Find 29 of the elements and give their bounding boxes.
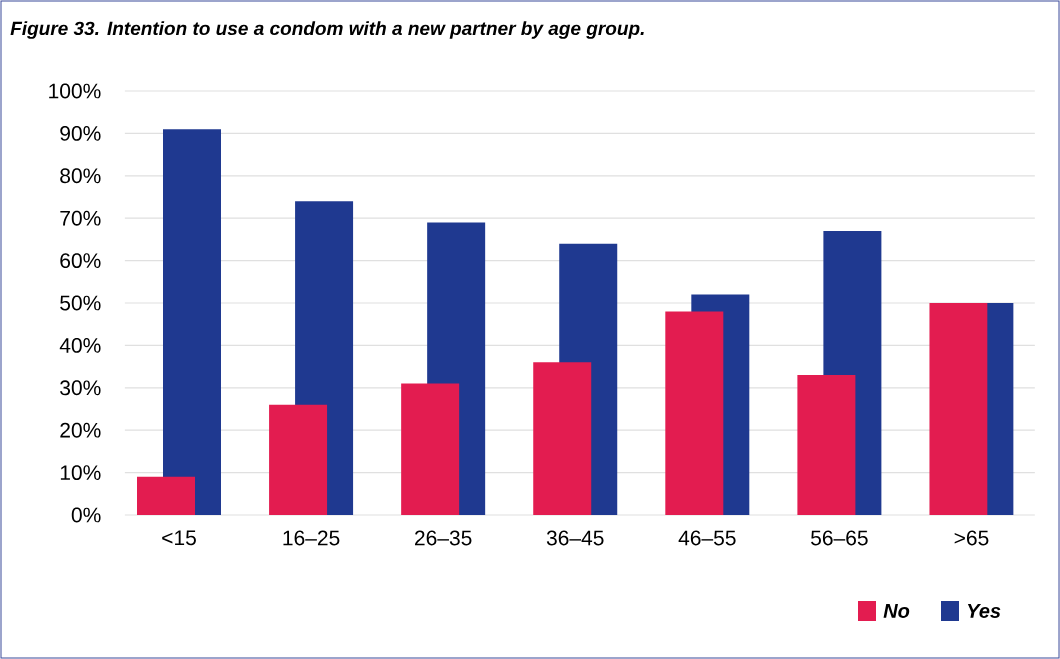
bar [401, 383, 460, 515]
y-tick-label: 30% [60, 380, 101, 396]
bar [797, 375, 856, 515]
y-tick-label: 60% [60, 253, 101, 269]
y-tick-label: 40% [59, 337, 101, 353]
x-tick-label: 36–45 [546, 530, 604, 546]
y-tick-label: 100% [49, 83, 101, 99]
y-tick-label: 80% [60, 168, 101, 184]
bar [269, 404, 328, 515]
y-tick-label: 20% [60, 422, 101, 438]
bar [665, 311, 724, 515]
bar [929, 303, 988, 515]
bar [137, 476, 195, 515]
x-tick-label: 26–35 [415, 530, 472, 546]
legend-label: Yes [967, 604, 1001, 618]
chart-title: Figure 33. Intention to use a condom with a new partner by age group. [10, 21, 644, 39]
x-tick-label: 16–25 [283, 530, 340, 546]
legend-label: No [883, 604, 910, 618]
x-tick-label: >65 [954, 530, 989, 546]
bar [163, 129, 221, 515]
y-tick-label: 0% [71, 507, 101, 523]
x-tick-label: 56–65 [811, 530, 868, 546]
y-tick-label: 90% [60, 125, 101, 141]
bar [533, 362, 592, 515]
x-tick-label: 46–55 [678, 530, 736, 546]
y-tick-label: 70% [60, 210, 101, 226]
y-tick-label: 50% [60, 295, 101, 311]
y-tick-label: 10% [60, 465, 101, 481]
x-tick-label: <15 [162, 530, 196, 546]
